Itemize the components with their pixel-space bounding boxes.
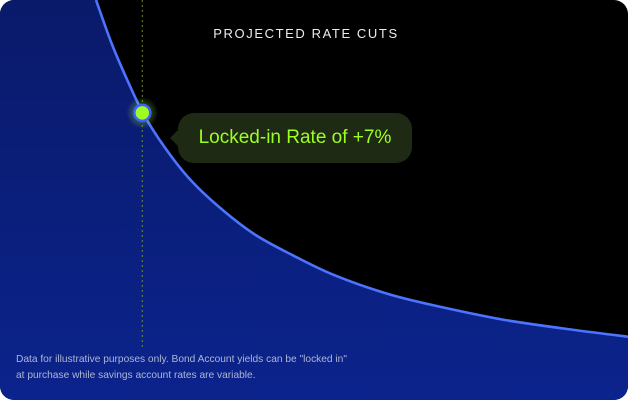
- rate-curve-line: [94, 0, 628, 338]
- disclaimer-line-1: Data for illustrative purposes only. Bon…: [16, 354, 347, 365]
- locked-in-rate-marker: [133, 103, 152, 123]
- locked-in-rate-callout: Locked-in Rate of +7%: [170, 113, 412, 163]
- chart-title: PROJECTED RATE CUTS: [213, 26, 399, 41]
- disclaimer-line-2: at purchase while savings account rates …: [16, 370, 256, 381]
- disclaimer-text: Data for illustrative purposes only. Bon…: [16, 352, 396, 384]
